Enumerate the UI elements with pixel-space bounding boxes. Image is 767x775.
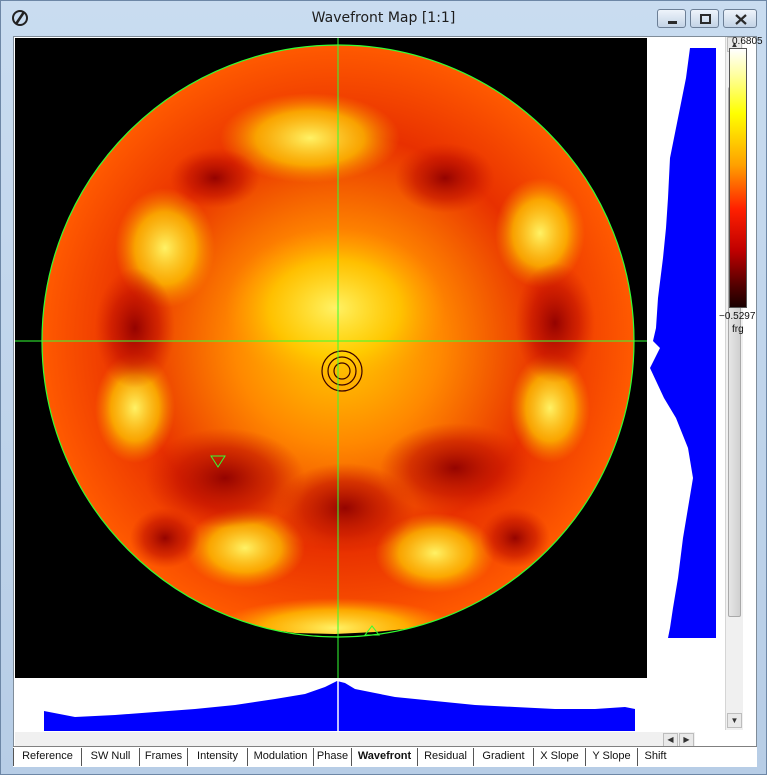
vertical-profile-plot bbox=[648, 38, 716, 678]
tab-y-slope[interactable]: Y Slope bbox=[585, 748, 637, 766]
marker-triangle[interactable] bbox=[210, 455, 226, 468]
tab-phase[interactable]: Phase bbox=[313, 748, 351, 766]
colorbar bbox=[729, 48, 747, 308]
wavefront-map-plot[interactable] bbox=[15, 38, 647, 678]
vertical-profile-graph bbox=[650, 48, 716, 638]
title-bar[interactable]: Wavefront Map [1:1] bbox=[1, 1, 766, 35]
center-ring-artifacts bbox=[321, 350, 363, 392]
tab-x-slope[interactable]: X Slope bbox=[533, 748, 585, 766]
restore-button[interactable] bbox=[690, 9, 719, 28]
horizontal-scrollbar[interactable]: ◀ ▶ bbox=[15, 732, 695, 748]
horizontal-profile-plot bbox=[15, 679, 647, 731]
colorbar-unit-label: frg bbox=[732, 324, 744, 335]
horizontal-profile-graph bbox=[44, 679, 635, 731]
minimize-button[interactable] bbox=[657, 9, 686, 28]
scroll-left-icon[interactable]: ◀ bbox=[663, 733, 678, 747]
tab-sw-null[interactable]: SW Null bbox=[81, 748, 139, 766]
tab-intensity[interactable]: Intensity bbox=[187, 748, 247, 766]
tab-gradient[interactable]: Gradient bbox=[473, 748, 533, 766]
tab-frames[interactable]: Frames bbox=[139, 748, 187, 766]
tab-shift[interactable]: Shift bbox=[637, 748, 673, 766]
minimize-icon bbox=[668, 21, 677, 24]
scroll-down-icon[interactable]: ▼ bbox=[727, 713, 742, 728]
tab-modulation[interactable]: Modulation bbox=[247, 748, 313, 766]
colorbar-max-label: 0.6805 bbox=[732, 36, 763, 47]
close-button[interactable] bbox=[723, 9, 757, 28]
scroll-right-icon[interactable]: ▶ bbox=[679, 733, 694, 747]
wavefront-map-image bbox=[15, 38, 647, 678]
client-area: ▲ ▼ ◀ ▶ bbox=[13, 36, 757, 766]
app-icon bbox=[12, 10, 28, 26]
window-title: Wavefront Map [1:1] bbox=[311, 10, 456, 26]
tab-reference[interactable]: Reference bbox=[13, 748, 81, 766]
tab-residual[interactable]: Residual bbox=[417, 748, 473, 766]
colorbar-min-label: −0.5297 bbox=[719, 311, 756, 322]
view-tabbar: Reference SW Null Frames Intensity Modul… bbox=[13, 746, 757, 767]
restore-icon bbox=[700, 14, 711, 24]
close-icon bbox=[735, 14, 747, 25]
tab-wavefront[interactable]: Wavefront bbox=[351, 748, 417, 766]
marker-triangle-bottom[interactable] bbox=[363, 625, 381, 636]
